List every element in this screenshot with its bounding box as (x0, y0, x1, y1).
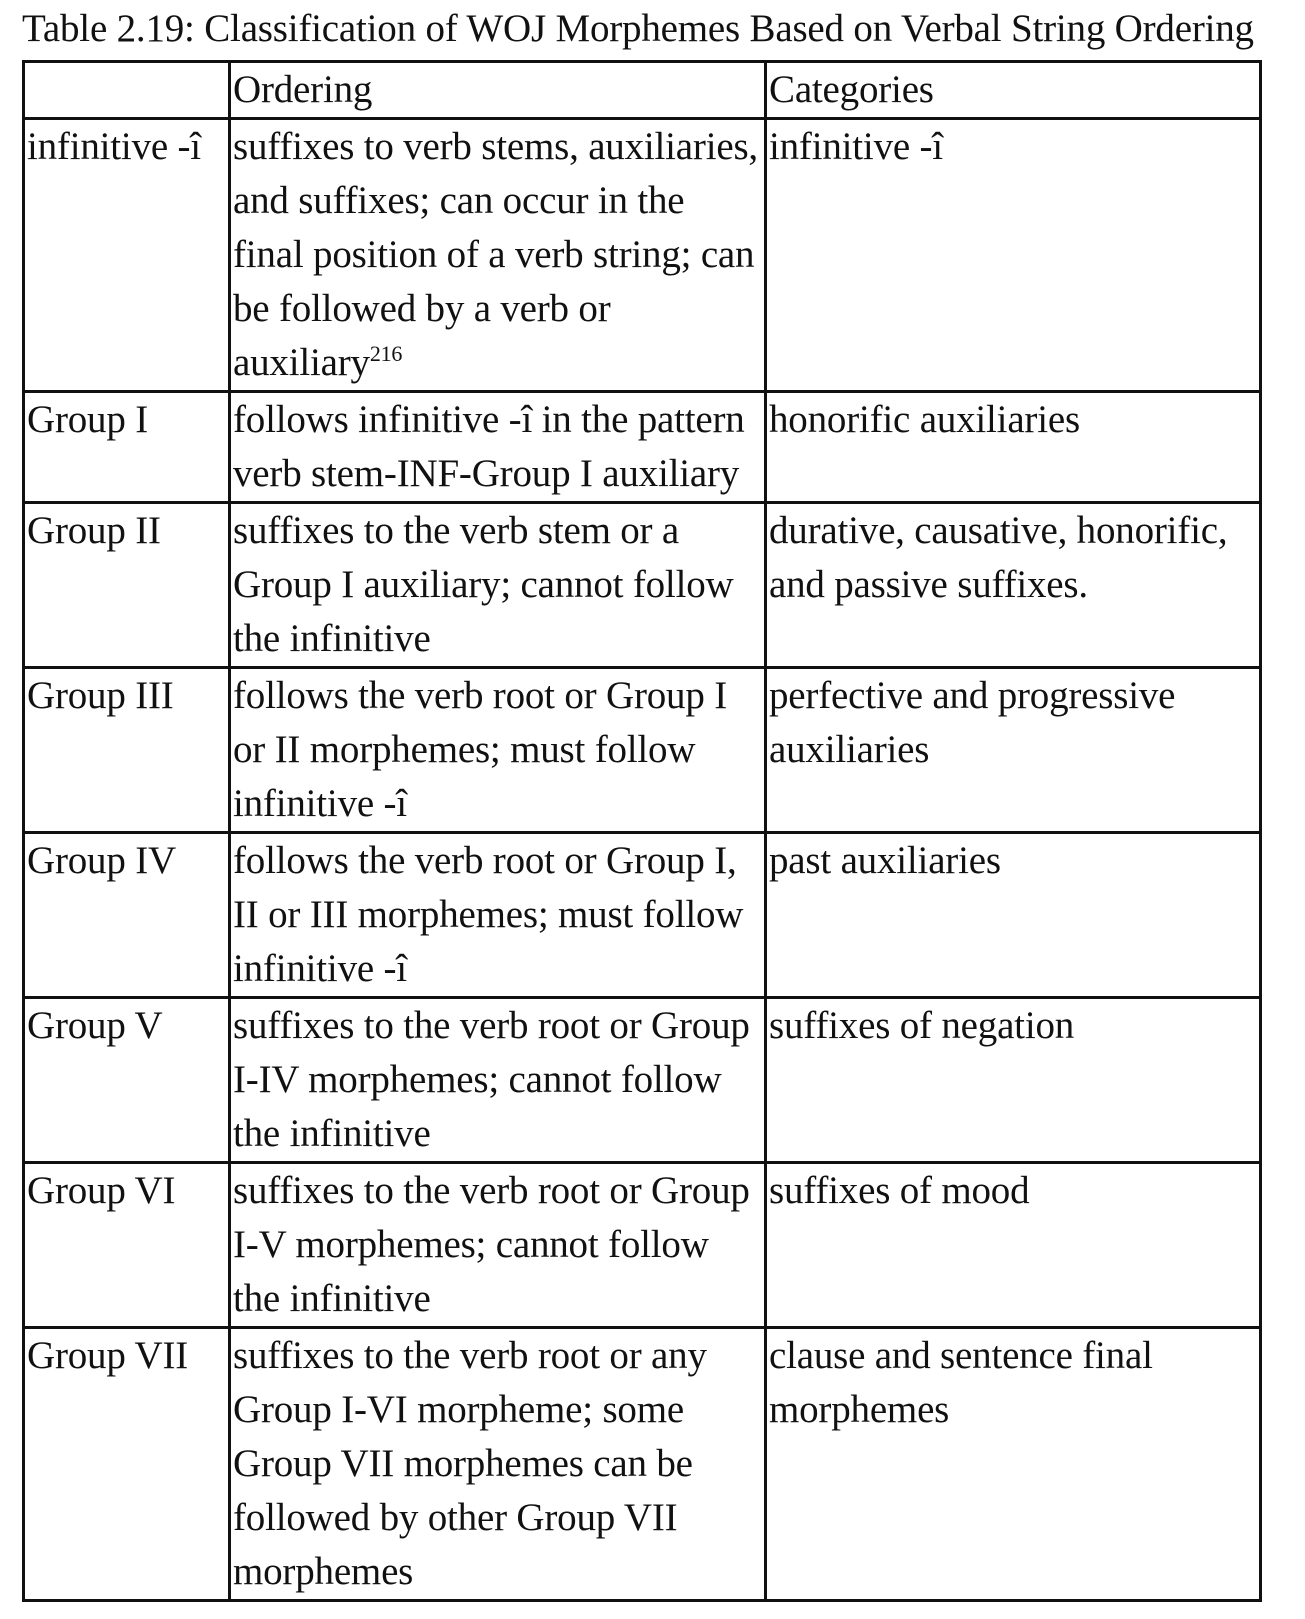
table-row: Group VI suffixes to the verb root or Gr… (22, 1161, 1262, 1329)
categories-cell: past auxiliaries (764, 831, 1262, 999)
table-row: Group V suffixes to the verb root or Gro… (22, 996, 1262, 1164)
footnote-marker: 216 (369, 341, 403, 366)
categories-cell: suffixes of negation (764, 996, 1262, 1164)
categories-cell: clause and sentence final morphemes (764, 1326, 1262, 1602)
ordering-cell: suffixes to the verb root or any Group I… (228, 1326, 767, 1602)
ordering-cell: suffixes to verb stems, auxiliaries, and… (228, 117, 767, 393)
row-label: infinitive -î (22, 117, 231, 393)
table-row: Group III follows the verb root or Group… (22, 666, 1262, 834)
ordering-cell: follows the verb root or Group I, II or … (228, 831, 767, 999)
table-header-row: Ordering Categories (22, 60, 1262, 120)
header-cell-blank (22, 60, 231, 120)
table-caption: Table 2.19: Classification of WOJ Morphe… (22, 7, 1254, 50)
row-label: Group III (22, 666, 231, 834)
row-label: Group VII (22, 1326, 231, 1602)
ordering-text: suffixes to verb stems, auxiliaries, and… (233, 125, 758, 384)
categories-cell: perfective and progressive auxiliaries (764, 666, 1262, 834)
row-label: Group V (22, 996, 231, 1164)
table-row: Group IV follows the verb root or Group … (22, 831, 1262, 999)
ordering-cell: suffixes to the verb stem or a Group I a… (228, 501, 767, 669)
categories-cell: honorific auxiliaries (764, 390, 1262, 504)
ordering-cell: suffixes to the verb root or Group I-V m… (228, 1161, 767, 1329)
table-row: Group I follows infinitive -î in the pat… (22, 390, 1262, 504)
row-label: Group II (22, 501, 231, 669)
ordering-cell: follows the verb root or Group I or II m… (228, 666, 767, 834)
categories-cell: suffixes of mood (764, 1161, 1262, 1329)
row-label: Group IV (22, 831, 231, 999)
row-label: Group VI (22, 1161, 231, 1329)
categories-cell: durative, causative, honorific, and pass… (764, 501, 1262, 669)
ordering-cell: suffixes to the verb root or Group I-IV … (228, 996, 767, 1164)
morpheme-classification-table: Ordering Categories infinitive -î suffix… (22, 60, 1262, 1602)
header-cell-ordering: Ordering (228, 60, 767, 120)
table-row: Group VII suffixes to the verb root or a… (22, 1326, 1262, 1602)
table-row: Group II suffixes to the verb stem or a … (22, 501, 1262, 669)
header-cell-categories: Categories (764, 60, 1262, 120)
table-row: infinitive -î suffixes to verb stems, au… (22, 117, 1262, 393)
ordering-cell: follows infinitive -î in the pattern ver… (228, 390, 767, 504)
categories-cell: infinitive -î (764, 117, 1262, 393)
row-label: Group I (22, 390, 231, 504)
